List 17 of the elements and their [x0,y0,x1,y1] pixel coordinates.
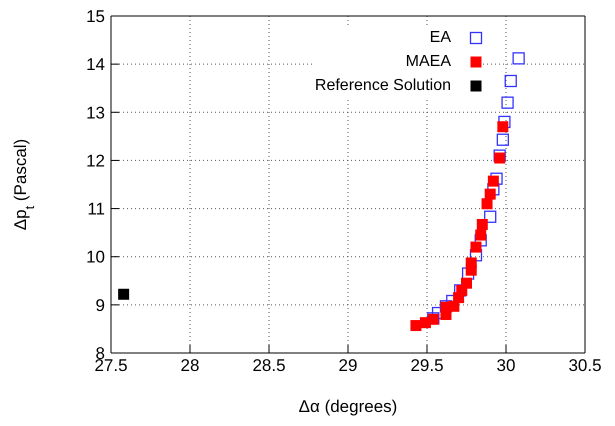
x-tick-label: 29.5 [410,356,444,376]
legend-label: MAEA [406,53,451,71]
y-tick-label: 12 [86,151,105,170]
x-tick-label: 30 [496,356,516,376]
y-tick-label: 13 [86,103,105,122]
y-tick-label: 10 [86,248,105,267]
legend-label: Reference Solution [314,77,451,95]
y-tick-label: 9 [96,296,105,315]
legend-label: EA [430,29,451,47]
x-tick-label: 30.5 [568,356,602,376]
x-tick-label: 28 [180,356,200,376]
x-tick-label: 29 [338,356,358,376]
y-tick-label: 11 [87,200,105,219]
y-tick-label: 14 [86,55,105,74]
x-tick-label: 28.5 [252,356,286,376]
x-axis-title: Δα (degrees) [298,397,398,416]
y-tick-label: 15 [86,7,105,26]
